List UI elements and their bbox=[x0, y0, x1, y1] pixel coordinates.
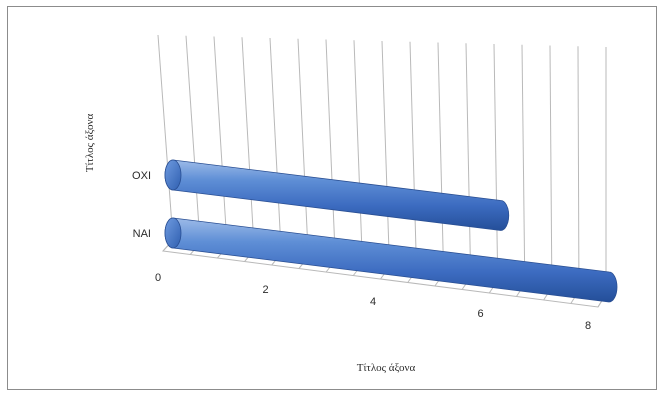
wall-gridline bbox=[521, 44, 526, 284]
x-tick-labels: 0 2 4 6 8 bbox=[155, 272, 591, 332]
bar-chart: 0 2 4 6 8 ΝΑΙ ΟΧΙ Τίτλος άξονα Τίτλος άξονα bbox=[84, 34, 618, 374]
wall-gridline bbox=[381, 40, 390, 268]
y-tick-labels: ΝΑΙ ΟΧΙ bbox=[132, 170, 151, 240]
chart-frame: 0 2 4 6 8 ΝΑΙ ΟΧΙ Τίτλος άξονα Τίτλος άξονα bbox=[7, 6, 657, 390]
x-tick-label: 4 bbox=[370, 296, 376, 308]
wall-gridline bbox=[549, 45, 553, 288]
wall-gridline bbox=[185, 35, 201, 244]
bar-body bbox=[164, 159, 510, 231]
category-label: ΟΧΙ bbox=[132, 170, 151, 182]
wall-gridline bbox=[409, 41, 418, 271]
wall-gridline bbox=[353, 40, 363, 264]
wall-gridline bbox=[157, 34, 174, 241]
bar-no bbox=[164, 159, 510, 231]
bar-cap bbox=[164, 159, 182, 191]
wall-gridline bbox=[493, 43, 499, 281]
wall-gridline bbox=[269, 37, 282, 254]
wall-gridline bbox=[325, 39, 336, 261]
wall-gridline bbox=[465, 43, 472, 278]
bar-cap bbox=[164, 217, 182, 249]
bars bbox=[164, 159, 618, 303]
x-axis-title: Τίτλος άξονα bbox=[357, 362, 416, 374]
wall-gridline bbox=[297, 38, 309, 257]
wall-gridline bbox=[213, 36, 228, 247]
x-tick-label: 0 bbox=[155, 272, 161, 284]
wall-gridline bbox=[241, 37, 255, 251]
x-tick-label: 6 bbox=[477, 308, 483, 320]
category-label: ΝΑΙ bbox=[133, 228, 151, 240]
x-tick-label: 8 bbox=[585, 320, 591, 332]
wall-gridline bbox=[577, 46, 580, 291]
wall-gridline bbox=[437, 42, 445, 274]
x-tick-label: 2 bbox=[262, 284, 268, 296]
bar-yes bbox=[164, 217, 618, 303]
back-wall-grid bbox=[157, 34, 607, 294]
y-axis-title: Τίτλος άξονα bbox=[84, 114, 96, 173]
